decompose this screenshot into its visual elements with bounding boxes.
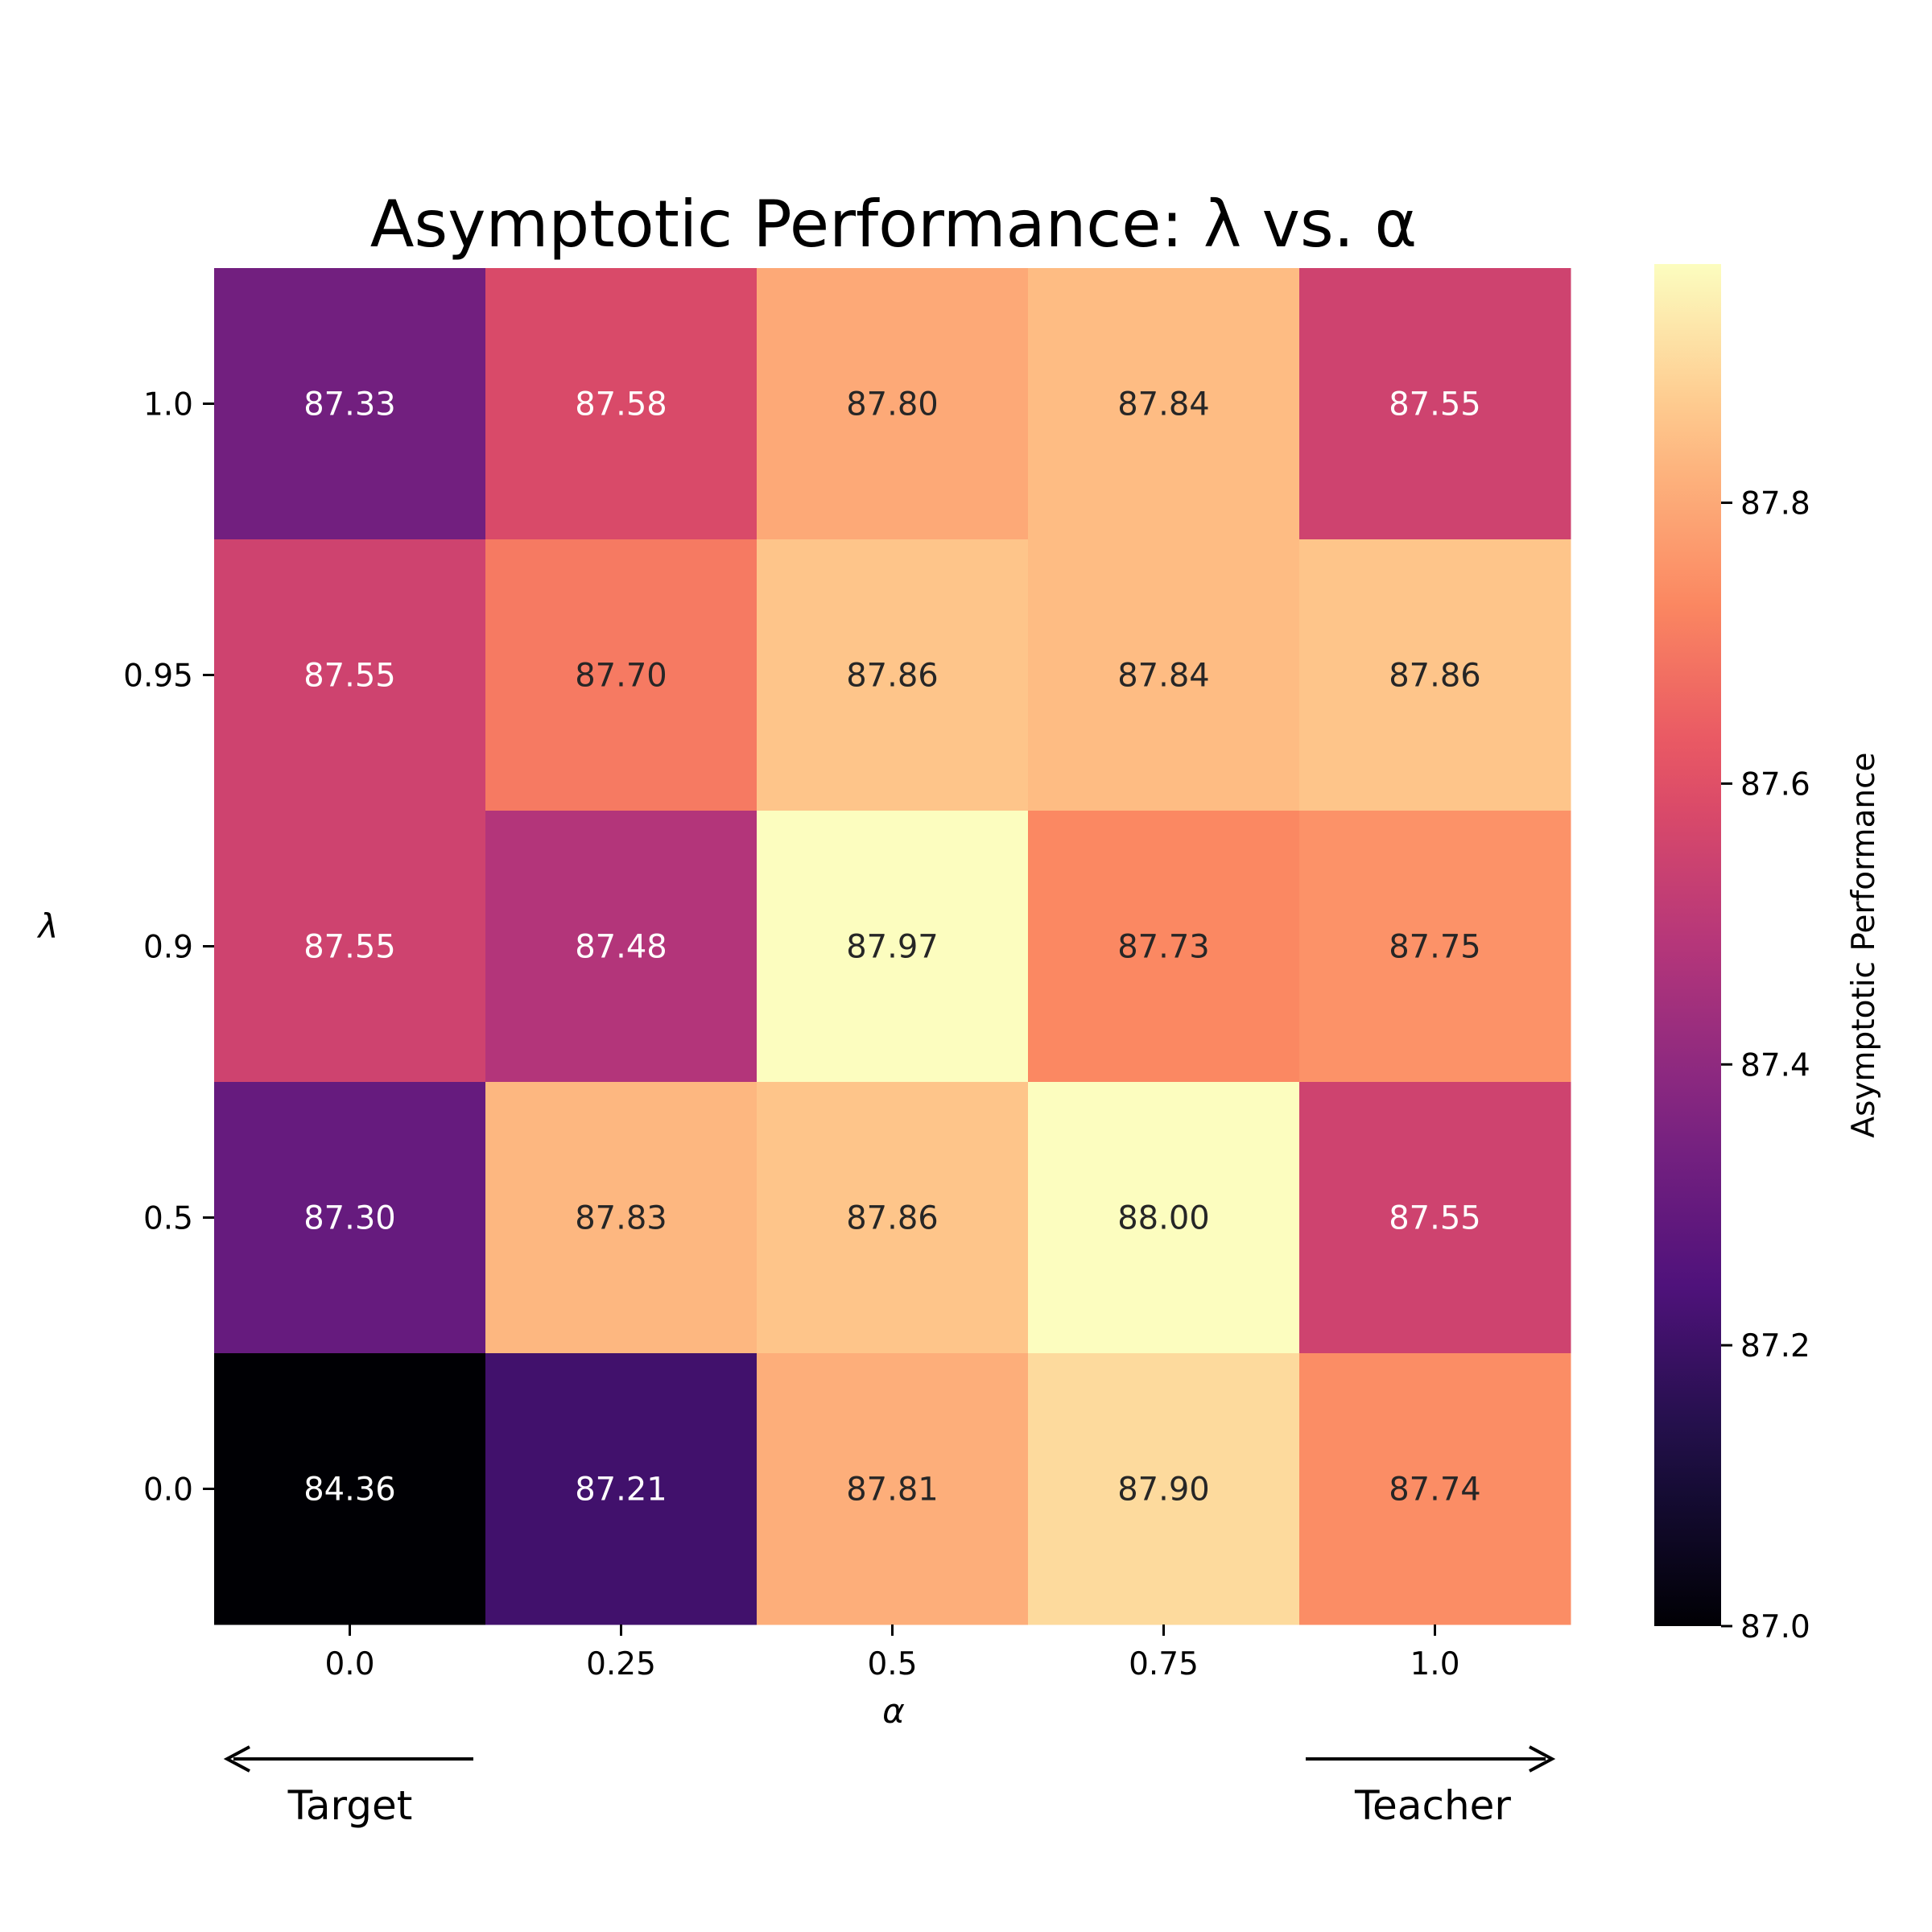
heatmap-cells: 87.33 87.58 87.80 87.84 87.55 87.55 87.70 87.86… [214,268,1571,1625]
cell-value-label: 87.86 [846,658,939,695]
heatmap-cell [214,811,486,1083]
y-axis-ticks: 1.0 0.95 0.9 0.5 0.0 [123,387,214,1509]
y-tick-label: 0.0 [143,1472,193,1509]
cell-value-label: 87.84 [1117,386,1210,423]
y-tick-label: 0.5 [143,1201,193,1237]
cell-value-label: 87.55 [1389,1200,1481,1237]
heatmap-cell [485,1353,758,1625]
y-axis-label: λ [37,906,59,946]
heatmap-cell [485,811,758,1083]
heatmap-cell [1299,539,1571,811]
heatmap-cell [1028,539,1300,811]
heatmap-cell [214,1353,486,1625]
heatmap-cell [1028,268,1300,540]
cell-value-label: 87.73 [1117,929,1210,966]
cell-value-label: 87.55 [1389,386,1481,423]
heatmap-cell [1028,1353,1300,1625]
y-tick-label: 1.0 [143,387,193,423]
target-arrow [223,1745,473,1773]
y-tick-label: 0.95 [123,658,193,695]
colorbar-tick-label: 87.4 [1740,1047,1810,1084]
chart-title: Asymptotic Performance: λ vs. α [370,187,1418,262]
cell-value-label: 87.58 [575,386,667,423]
heatmap-cell [1299,1082,1571,1354]
cell-value-label: 88.00 [1117,1200,1210,1237]
cell-value-label: 87.86 [1389,658,1481,695]
cell-value-label: 87.84 [1117,658,1210,695]
cell-value-label: 87.70 [575,658,667,695]
heatmap-cell [1028,1082,1300,1354]
cell-value-label: 87.86 [846,1200,939,1237]
cell-value-label: 87.74 [1389,1472,1481,1509]
x-axis-ticks: 0.0 0.25 0.5 0.75 1.0 [324,1624,1460,1682]
cell-value-label: 87.83 [575,1200,667,1237]
heatmap-cell [1299,268,1571,540]
colorbar-gradient [1654,264,1721,1626]
x-tick-label: 0.75 [1129,1646,1199,1682]
x-tick-label: 0.0 [324,1646,374,1682]
heatmap-cell [214,539,486,811]
cell-value-label: 87.81 [846,1472,939,1509]
x-tick-label: 0.5 [867,1646,917,1682]
cell-value-label: 87.75 [1389,929,1481,966]
teacher-label: Teacher [1354,1782,1511,1829]
heatmap-cell [1299,811,1571,1083]
heatmap-cell [1299,1353,1571,1625]
heatmap-cell [214,268,486,540]
cell-value-label: 87.48 [575,929,667,966]
heatmap-cell [757,268,1029,540]
teacher-arrow [1306,1745,1556,1773]
cell-value-label: 87.55 [303,929,396,966]
y-tick-label: 0.9 [143,930,193,966]
cell-value-label: 84.36 [303,1472,396,1509]
heatmap-cell [757,811,1029,1083]
colorbar-tick-label: 87.2 [1740,1328,1810,1364]
cell-value-label: 87.33 [303,386,396,423]
x-tick-label: 1.0 [1410,1646,1459,1682]
colorbar-tick-label: 87.6 [1740,766,1810,803]
colorbar: 87.0 87.2 87.4 87.6 87.8 [1654,264,1810,1645]
x-tick-label: 0.25 [586,1646,656,1682]
colorbar-label: Asymptotic Performance [1846,752,1882,1137]
heatmap-cell [757,1353,1029,1625]
cell-value-label: 87.21 [575,1472,667,1509]
heatmap-cell [485,1082,758,1354]
cell-value-label: 87.90 [1117,1472,1210,1509]
x-axis-label: α [882,1691,905,1731]
heatmap-cell [757,1082,1029,1354]
cell-value-label: 87.80 [846,386,939,423]
colorbar-tick-label: 87.0 [1740,1609,1810,1645]
heatmap-cell [214,1082,486,1354]
cell-value-label: 87.30 [303,1200,396,1237]
target-label: Target [287,1782,413,1829]
heatmap-cell [1028,811,1300,1083]
cell-value-label: 87.55 [303,658,396,695]
cell-value-label: 87.97 [846,929,939,966]
heatmap-cell [485,268,758,540]
heatmap-cell [757,539,1029,811]
heatmap-cell [485,539,758,811]
colorbar-tick-label: 87.8 [1740,486,1810,522]
